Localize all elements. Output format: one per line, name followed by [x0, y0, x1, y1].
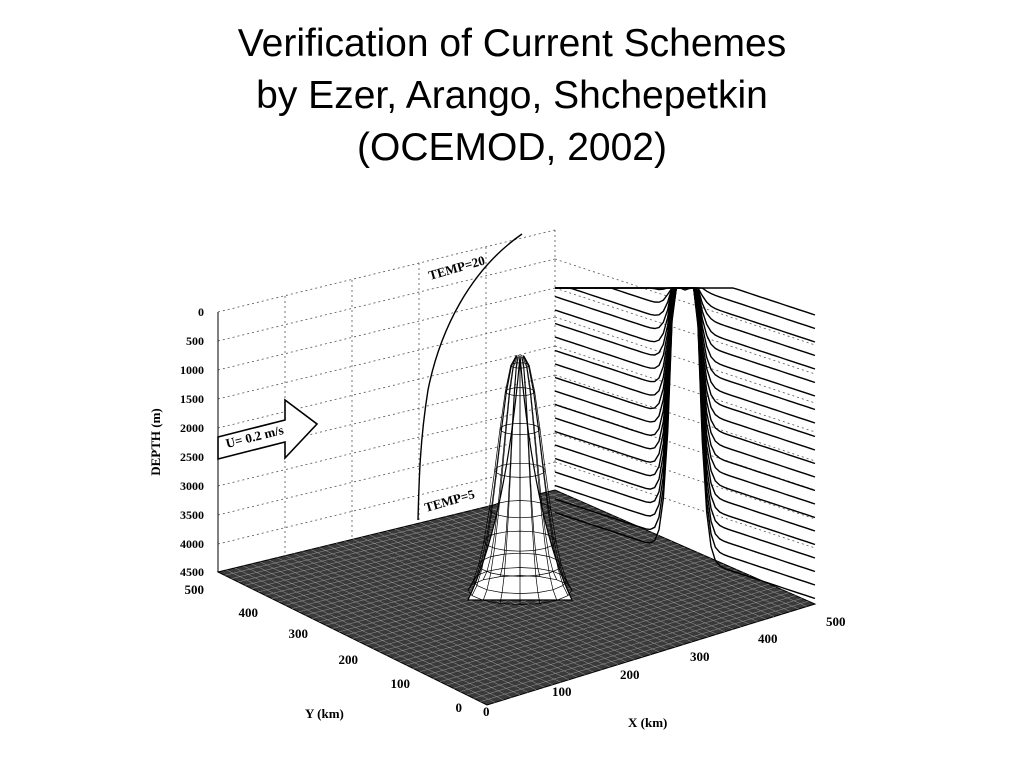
slide-title: Verification of Current Schemes by Ezer,… — [0, 18, 1024, 174]
depth-tick: 1500 — [180, 392, 204, 406]
seamount-mesh-line — [510, 362, 530, 369]
seamount-mesh-line — [521, 354, 541, 577]
depth-tick: 1000 — [180, 363, 204, 377]
title-line-1: Verification of Current Schemes — [237, 22, 787, 65]
floor-grid-line — [372, 555, 705, 649]
floor-grid-line — [386, 561, 718, 656]
y-axis: 500 400 300 200 100 0 Y (km) — [185, 582, 463, 721]
x-tick: 100 — [552, 684, 572, 699]
temp-curve — [554, 287, 816, 546]
seamount-mesh-line — [471, 355, 517, 585]
seamount-mesh-line — [521, 356, 541, 604]
seamount-mesh-line — [483, 530, 557, 552]
floor-grid-line — [446, 586, 777, 686]
y-tick: 300 — [289, 626, 309, 641]
floor-grid-line — [466, 595, 796, 696]
seamount-mesh-line — [522, 356, 558, 601]
temp-curve — [554, 287, 816, 492]
title-line-2: by Ezer, Arango, Shchepetkin — [256, 74, 768, 117]
y-tick: 500 — [185, 582, 205, 597]
temp-curve — [554, 287, 816, 411]
floor-grid-line — [473, 598, 803, 699]
temp-curve — [555, 287, 816, 357]
seamount-mesh-line — [488, 500, 552, 519]
floor-grid-line — [419, 575, 751, 672]
floor-grid-line — [433, 580, 764, 679]
seamount-mesh-line — [523, 356, 569, 596]
depth-tick: 2000 — [180, 421, 204, 435]
x-tick: 400 — [758, 631, 778, 646]
floor-grid-line — [512, 500, 775, 617]
x-axis-label: X (km) — [628, 715, 667, 730]
floor-grid-line — [504, 502, 766, 620]
depth-tick: 4500 — [180, 565, 204, 579]
temperature-section-curves — [554, 287, 816, 600]
floor-grid-line — [406, 569, 738, 666]
seamount-mesh-line — [482, 356, 518, 601]
temp20-isotherm — [417, 233, 523, 521]
depth-tick: 2500 — [180, 450, 204, 464]
depth-tick: 0 — [198, 305, 204, 319]
seamount-mesh-line — [522, 355, 558, 580]
floor-grid-line — [426, 578, 757, 676]
temp-curve — [555, 287, 816, 316]
temp-top-label: TEMP=20 — [427, 252, 487, 282]
floor-grid-line — [453, 589, 783, 689]
x-axis: 0 100 200 300 400 500 X (km) — [483, 614, 846, 730]
seamount-mesh-line — [471, 356, 517, 596]
temp-curve — [554, 287, 816, 438]
seamount-mesh-line — [499, 354, 519, 577]
floor-grid-line — [399, 566, 731, 663]
y-tick: 0 — [456, 700, 463, 715]
seamount-mesh-line — [523, 355, 569, 585]
depth-tick: 500 — [186, 334, 204, 348]
seamount-mesh-line — [523, 355, 573, 591]
depth-axis: 0 500 1000 1500 2000 2500 3000 3500 4000… — [148, 305, 219, 579]
title-line-3: (OCEMOD, 2002) — [357, 126, 667, 169]
seamount-mesh-line — [478, 552, 562, 577]
depth-tick: 3500 — [180, 508, 204, 522]
floor-grid-line — [460, 592, 790, 692]
floor-grid-line — [538, 493, 799, 610]
depth-tick: 3000 — [180, 479, 204, 493]
seamount-mesh-line — [494, 462, 546, 478]
temp-curve — [554, 287, 816, 600]
y-axis-label: Y (km) — [305, 706, 344, 721]
floor-grid-line — [379, 558, 712, 653]
floor-grid-line — [436, 518, 701, 640]
seamount-mesh-line — [499, 356, 519, 604]
seamount-mesh-line — [504, 387, 536, 397]
depth-tick: 4000 — [180, 537, 204, 551]
flow-arrow: U= 0.2 m/s — [217, 398, 319, 461]
x-tick: 500 — [826, 614, 846, 629]
floor-grid-line — [392, 563, 725, 659]
floor-grid-line — [412, 572, 744, 669]
floor-grid-line — [445, 516, 709, 638]
floor-grid-line — [439, 583, 770, 682]
seamount-mesh-line — [467, 575, 573, 605]
y-tick: 200 — [339, 652, 359, 667]
seamount-mesh-line — [499, 423, 541, 435]
floor-grid-line — [480, 600, 809, 702]
seamount-mesh-line — [472, 567, 568, 594]
seamount — [467, 354, 573, 605]
y-tick: 400 — [239, 605, 259, 620]
depth-axis-label: DEPTH (m) — [148, 408, 163, 476]
seamount-mesh-line — [467, 355, 517, 591]
x-tick: 0 — [483, 704, 490, 719]
x-tick: 300 — [690, 649, 710, 664]
floor-grid-line — [521, 497, 783, 615]
seamount-mesh-line — [482, 355, 518, 580]
x-tick: 200 — [620, 667, 640, 682]
floor-grid-line — [529, 495, 791, 612]
y-tick: 100 — [391, 676, 411, 691]
